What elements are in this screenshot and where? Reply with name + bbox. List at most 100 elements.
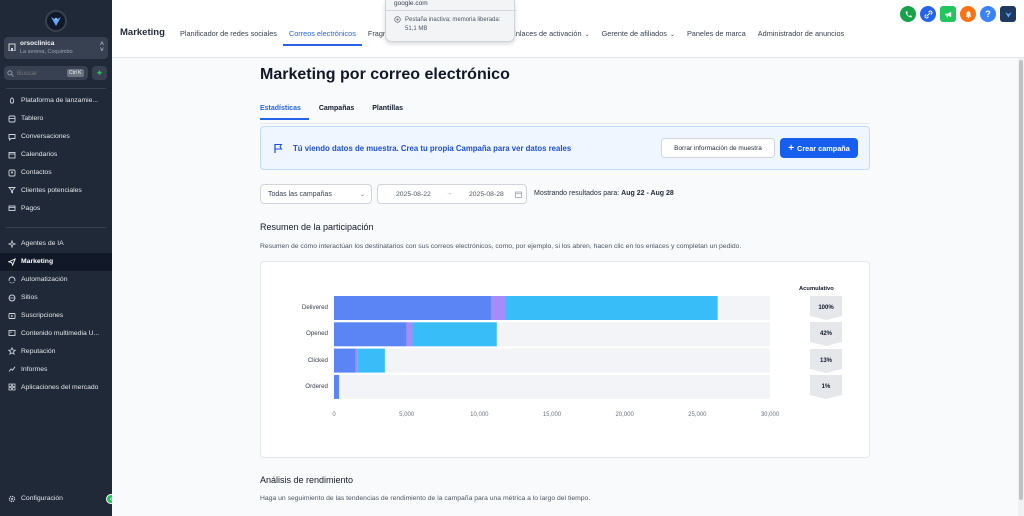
- sidebar-divider: [6, 88, 106, 89]
- location-name: orsoclinica: [20, 40, 55, 47]
- search-box[interactable]: Ctrl K: [4, 66, 88, 80]
- x-tick-label: 0: [332, 412, 336, 418]
- tab-administrador-de-anuncios[interactable]: Administrador de anuncios: [752, 22, 850, 46]
- chevron-down-icon: ⌄: [669, 32, 675, 38]
- sidebar-item-automatizacion[interactable]: Automatización: [0, 271, 112, 289]
- sidebar: orsoclinica La serena, Coquimbo ˄˅ Ctrl …: [0, 0, 116, 516]
- cumulative-value: 13%: [819, 357, 832, 364]
- bar-segment-ordered-0[interactable]: [334, 374, 340, 399]
- campaign-select[interactable]: Todas las campañas ⌄: [260, 184, 372, 204]
- sidebar-item-conversaciones[interactable]: Conversaciones: [0, 128, 112, 146]
- tab-statistics[interactable]: Estadísticas: [260, 98, 309, 120]
- help-button[interactable]: ?: [980, 6, 996, 22]
- sidebar-item-sitios[interactable]: Sitios: [0, 289, 112, 307]
- sidebar-item-label: Suscripciones: [21, 312, 64, 319]
- link-button[interactable]: [920, 6, 936, 22]
- x-tick-label: 10,000: [470, 412, 489, 418]
- quick-add-button[interactable]: ✦: [92, 66, 107, 80]
- badge-shape: [810, 322, 842, 347]
- sidebar-item-contactos[interactable]: Contactos: [0, 164, 112, 182]
- engagement-chart-svg: [334, 296, 770, 399]
- notifications-button[interactable]: [960, 6, 976, 22]
- sidebar-item-suscripciones[interactable]: Suscripciones: [0, 307, 112, 325]
- sidebar-item-calendarios[interactable]: Calendarios: [0, 146, 112, 164]
- tab-enlaces-de-activacion[interactable]: Enlaces de activación ⌄: [505, 22, 596, 46]
- tab-planificador-de-redes-sociales[interactable]: Planificador de redes sociales: [174, 22, 283, 46]
- page-scrollbar[interactable]: [1018, 58, 1024, 516]
- section-title: Marketing: [120, 27, 165, 38]
- sidebar-nav-bottom: Agentes de IA Marketing Automatización Siti…: [0, 235, 112, 396]
- sidebar-item-informes[interactable]: Informes: [0, 360, 112, 378]
- chevron-down-icon: ⌄: [584, 32, 590, 38]
- apps-icon: [8, 383, 16, 391]
- scroll-thumb[interactable]: [1019, 60, 1023, 500]
- x-tick-label: 5,000: [399, 412, 415, 418]
- brand-avatar-icon: [1004, 11, 1012, 18]
- sidebar-item-agentes-de-ia[interactable]: Agentes de IA: [0, 235, 112, 253]
- stage-label: Clicked: [307, 356, 328, 364]
- bar-track: [334, 374, 770, 399]
- bell-icon: [965, 10, 971, 18]
- top-tabs: Planificador de redes sociales Correos el…: [174, 22, 850, 46]
- tabs-divider: [260, 123, 870, 124]
- tooltip-url: google.com: [394, 0, 428, 7]
- bar-segment-opened-2[interactable]: [412, 322, 497, 347]
- create-campaign-button[interactable]: + Crear campaña: [780, 138, 858, 158]
- sidebar-item-aplicaciones-del-mercado[interactable]: Aplicaciones del mercado: [0, 378, 112, 396]
- banner-text: Tú viendo datos de muestra. Crea tu prop…: [293, 144, 572, 153]
- sidebar-item-label: Pagos: [21, 204, 41, 212]
- bar-segment-clicked-1[interactable]: [355, 348, 358, 373]
- sidebar-item-tablero[interactable]: Tablero: [0, 110, 112, 128]
- clear-sample-data-button[interactable]: Borrar información de muestra: [661, 138, 775, 158]
- cumulative-badge: 42%: [810, 322, 842, 347]
- bar-segment-clicked-2[interactable]: [357, 348, 385, 373]
- chevron-left-icon: ‹: [109, 495, 113, 503]
- bar-segment-delivered-2[interactable]: [505, 296, 718, 320]
- tab-paneles-de-marca[interactable]: Paneles de marca: [681, 22, 752, 46]
- memory-saver-icon: [394, 16, 401, 23]
- tab-templates[interactable]: Plantillas: [372, 105, 403, 112]
- engagement-title: Resumen de la participación: [260, 222, 374, 232]
- sidebar-item-clientes-potenciales[interactable]: Clientes potenciales: [0, 181, 112, 199]
- sidebar-item-marketing[interactable]: Marketing: [0, 252, 112, 271]
- results-prefix: Mostrando resultados para:: [534, 190, 620, 197]
- create-campaign-label: Crear campaña: [797, 143, 850, 153]
- phone-button[interactable]: [900, 6, 916, 22]
- search-input[interactable]: [17, 69, 65, 77]
- performance-description: Haga un seguimiento de las tendencias de…: [260, 495, 591, 502]
- account-button[interactable]: [1000, 6, 1016, 22]
- tab-campaigns[interactable]: Campañas: [318, 105, 355, 112]
- sidebar-item-reputacion[interactable]: Reputación: [0, 342, 112, 360]
- tab-gerente-de-afiliados[interactable]: Gerente de afiliados ⌄: [596, 22, 681, 46]
- sidebar-item-pagos[interactable]: Pagos: [0, 199, 112, 217]
- date-range-picker[interactable]: 2025-08-22 → 2025-08-28: [377, 184, 527, 204]
- search-icon: [7, 69, 14, 77]
- sidebar-item-plataforma-de-lanzamie[interactable]: Plataforma de lanzamie...: [0, 92, 112, 110]
- arrow-right-icon: →: [446, 190, 453, 197]
- bar-segment-delivered-0[interactable]: [334, 296, 491, 320]
- sidebar-nav-top: Plataforma de lanzamie... Tablero Conversa…: [0, 92, 112, 217]
- sidebar-item-label: Contactos: [21, 169, 52, 176]
- chevron-updown-icon: ˄ ˅: [99, 41, 104, 54]
- tab-fragm[interactable]: Fragm: [362, 22, 395, 46]
- bar-segment-delivered-1[interactable]: [490, 296, 506, 320]
- send-icon: [8, 257, 16, 266]
- sidebar-item-contenido-multimedia-u[interactable]: Contenido multimedia U...: [0, 324, 112, 342]
- sidebar-item-label: Tablero: [21, 115, 44, 123]
- link-icon: [924, 10, 932, 18]
- cumulative-badge: 13%: [810, 348, 842, 373]
- location-switcher[interactable]: orsoclinica La serena, Coquimbo ˄ ˅: [4, 37, 108, 59]
- tab-correos-electronicos[interactable]: Correos electrónicos: [282, 22, 362, 46]
- cumulative-value: 100%: [818, 305, 834, 311]
- bar-segment-clicked-0[interactable]: [334, 348, 356, 373]
- brand-logo[interactable]: [45, 10, 67, 32]
- main-content: Marketing por correo electrónico Estadís…: [112, 58, 1024, 516]
- tab-label: Correos electrónicos: [288, 29, 356, 38]
- rocket-icon: [9, 97, 15, 104]
- announcements-button[interactable]: [940, 6, 956, 22]
- sidebar-item-settings[interactable]: Configuración: [0, 490, 112, 507]
- sidebar-item-label: Aplicaciones del mercado: [21, 383, 99, 391]
- bar-segment-opened-1[interactable]: [406, 322, 413, 347]
- bar-segment-opened-0[interactable]: [334, 322, 407, 347]
- lightning-icon: ✦: [95, 67, 104, 78]
